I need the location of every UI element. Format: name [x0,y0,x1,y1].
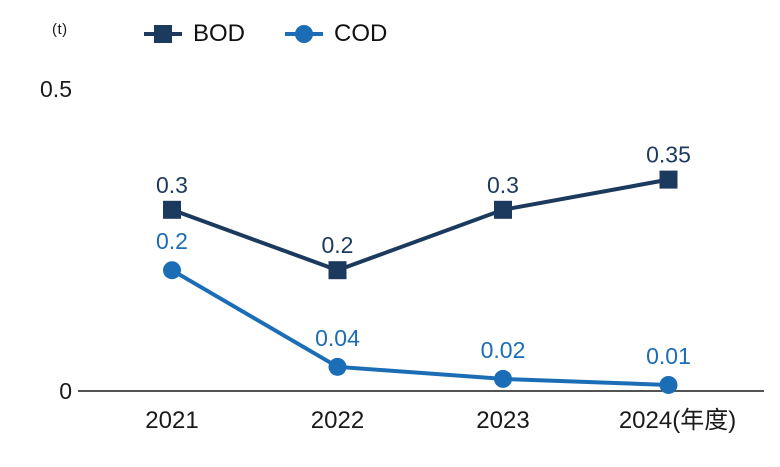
point-label-bod: 0.3 [487,172,519,198]
data-point-cod-2024(年度) [659,375,678,394]
series-line-bod [171,177,669,273]
point-label-bod: 0.2 [322,232,354,258]
data-point-cod-2022 [328,357,347,376]
y-tick-label: 0.5 [40,76,72,102]
point-label-bod: 0.35 [646,142,691,168]
legend: BOD COD [144,20,387,48]
x-tick-label: 2024(年度) [619,407,736,434]
x-tick-label: 2023 [476,407,529,434]
data-point-cod-2021 [163,261,181,280]
x-tick-label: 2021 [145,407,198,434]
legend-item-bod: BOD [144,20,245,48]
legend-item-cod: COD [285,20,387,48]
bod-square-marker-icon [144,24,182,44]
point-label-bod: 0.3 [156,172,188,198]
data-point-bod-2022 [328,261,347,280]
data-point-cod-2023 [494,369,512,388]
y-tick-label: 0 [59,378,72,404]
point-label-cod: 0.04 [315,325,360,351]
legend-label-cod: COD [334,20,388,47]
data-point-bod-2021 [163,200,181,219]
series-line-cod [170,268,669,387]
point-label-cod: 0.01 [646,343,691,369]
data-point-bod-2023 [494,200,512,219]
data-point-bod-2024(年度) [659,170,678,189]
point-label-cod: 0.2 [156,228,188,254]
point-label-cod: 0.02 [481,337,526,363]
x-tick-label: 2022 [311,407,364,434]
cod-circle-marker-icon [285,24,324,44]
y-axis-unit-label: (t) [52,21,68,38]
legend-label-bod: BOD [193,20,246,47]
